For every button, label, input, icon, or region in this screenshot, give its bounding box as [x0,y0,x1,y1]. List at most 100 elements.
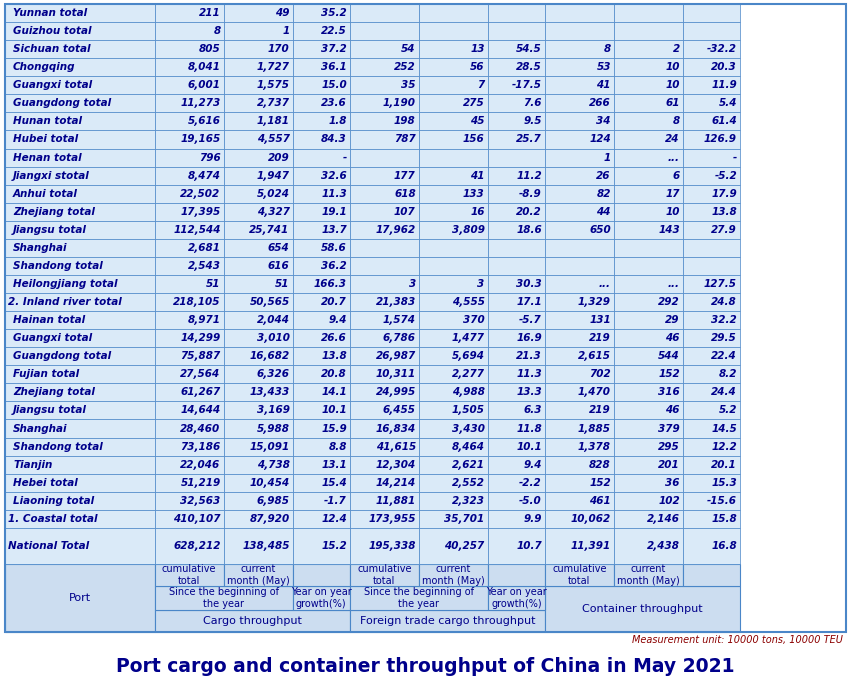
Bar [419,94,488,112]
Text: Guangxi total: Guangxi total [13,80,92,90]
Bar [293,58,350,76]
Text: 25.7: 25.7 [517,134,542,144]
Bar [224,329,293,347]
Bar [614,365,683,383]
Bar [224,275,293,293]
Bar [155,76,224,94]
Text: 29.5: 29.5 [711,333,737,343]
Bar [293,275,350,293]
Bar [683,203,740,221]
Bar [350,383,419,401]
Text: 618: 618 [394,189,416,199]
Text: 26.6: 26.6 [321,333,347,343]
Bar [683,112,740,131]
Text: 2,681: 2,681 [188,243,220,253]
Bar [155,586,293,610]
Bar [488,40,545,58]
Bar [419,149,488,166]
Bar [683,149,740,166]
Bar [350,76,419,94]
Text: 1. Coastal total: 1. Coastal total [8,514,98,524]
Bar [293,203,350,221]
Text: 1,505: 1,505 [452,405,485,416]
Bar [614,438,683,455]
Bar [614,275,683,293]
Bar [350,610,545,632]
Text: 20.2: 20.2 [517,206,542,217]
Bar [545,166,614,184]
Text: 1.8: 1.8 [328,116,347,127]
Text: 292: 292 [658,297,680,307]
Bar [683,347,740,365]
Bar [224,40,293,58]
Bar [545,203,614,221]
Bar [224,293,293,311]
Text: Fujian total: Fujian total [13,369,79,379]
Bar [488,365,545,383]
Text: 4,555: 4,555 [452,297,485,307]
Bar [614,383,683,401]
Bar [545,564,614,586]
Bar [350,22,419,40]
Text: 8: 8 [672,116,680,127]
Bar [350,94,419,112]
Bar [545,473,614,492]
Bar [293,347,350,365]
Text: 219: 219 [589,405,611,416]
Text: 2,737: 2,737 [257,98,289,108]
Bar [614,347,683,365]
Text: 17: 17 [665,189,680,199]
Bar [155,257,224,275]
Text: 143: 143 [658,225,680,235]
Bar [350,311,419,329]
Bar [350,112,419,131]
Bar [350,293,419,311]
Text: 654: 654 [268,243,289,253]
Text: 15.0: 15.0 [321,80,347,90]
Text: 2,438: 2,438 [647,541,680,551]
Bar [5,311,155,329]
Bar [155,94,224,112]
Text: 1,947: 1,947 [257,171,289,181]
Text: 2,543: 2,543 [188,261,220,271]
Text: 5,616: 5,616 [188,116,220,127]
Text: Anhui total: Anhui total [13,189,78,199]
Text: 1,470: 1,470 [578,387,611,398]
Text: 6,326: 6,326 [257,369,289,379]
Text: 30.3: 30.3 [517,279,542,289]
Bar [419,221,488,239]
Bar [545,76,614,94]
Text: 10: 10 [665,62,680,72]
Bar [614,455,683,473]
Text: Chongqing: Chongqing [13,62,76,72]
Bar [350,473,419,492]
Bar [419,112,488,131]
Text: 628,212: 628,212 [173,541,220,551]
Text: 73,186: 73,186 [180,442,220,451]
Bar [419,420,488,438]
Bar [419,329,488,347]
Bar [545,58,614,76]
Bar [155,184,224,203]
Bar [293,455,350,473]
Text: 22.4: 22.4 [711,352,737,361]
Text: Cargo throughput: Cargo throughput [203,616,302,626]
Bar [155,58,224,76]
Bar [293,383,350,401]
Bar [224,492,293,510]
Text: 13.1: 13.1 [321,460,347,470]
Text: 45: 45 [471,116,485,127]
Text: Zhejiang total: Zhejiang total [13,206,94,217]
Bar [5,131,155,149]
Bar [683,311,740,329]
Text: 138,485: 138,485 [243,541,289,551]
Bar [419,347,488,365]
Text: 16: 16 [471,206,485,217]
Text: 112,544: 112,544 [173,225,220,235]
Bar [5,94,155,112]
Bar [224,473,293,492]
Text: 13.8: 13.8 [321,352,347,361]
Text: 152: 152 [589,477,611,488]
Bar [293,420,350,438]
Bar [683,510,740,528]
